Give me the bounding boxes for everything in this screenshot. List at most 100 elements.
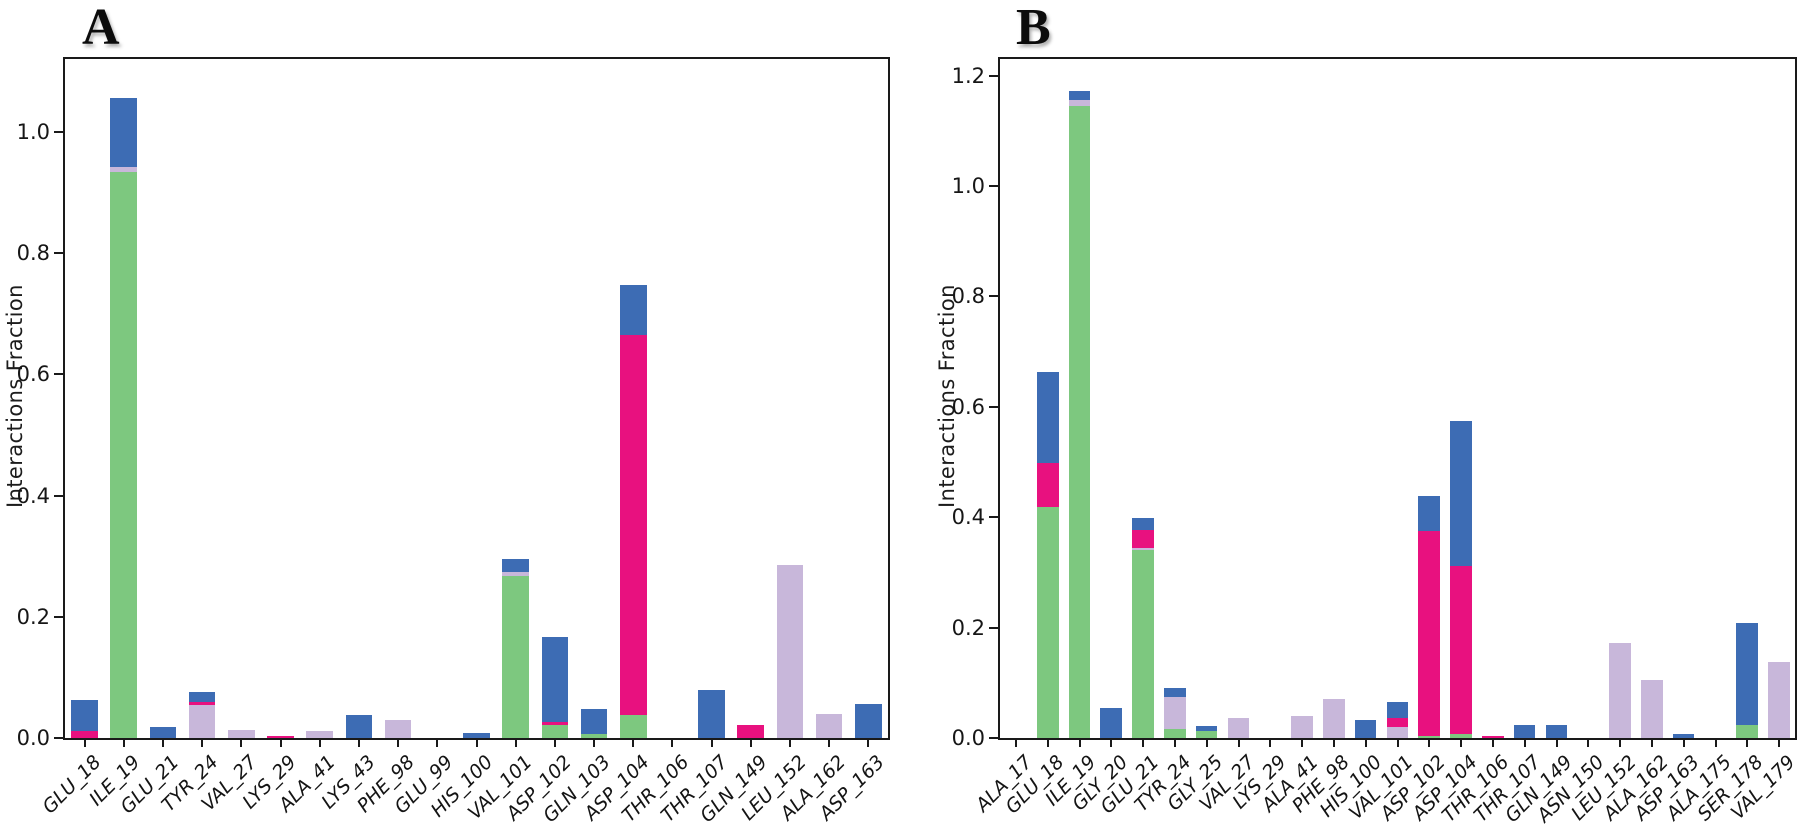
x-tick-GLY_20 bbox=[1110, 738, 1113, 747]
panel-a-y-axis-label: Interactions Fraction bbox=[3, 284, 27, 509]
x-tick-GLU_18 bbox=[83, 738, 86, 747]
x-label-text-THR_106: THR_106 bbox=[617, 751, 693, 827]
bar-slot-LYS_29 bbox=[261, 59, 300, 738]
panel-b-plot-area: 0.0 0.2 0.4 0.6 0.8 1.0 1.2 ALA_17 GLU_18 ILE_19… bbox=[952, 57, 1800, 827]
x-tick-ALA_162 bbox=[828, 738, 831, 747]
bar-ALA_162 bbox=[1641, 680, 1663, 738]
segment-blue-GLN_149 bbox=[1545, 725, 1568, 738]
segment-blue-ILE_19 bbox=[1068, 91, 1091, 101]
segment-magenta-GLU_18 bbox=[1036, 462, 1059, 507]
segment-green-GLN_103 bbox=[580, 734, 608, 738]
x-label-text-LYS_43: LYS_43 bbox=[317, 751, 380, 814]
segment-magenta-LYS_29 bbox=[267, 735, 294, 738]
bar-ALA_41 bbox=[1291, 715, 1313, 738]
bar-slot-ALA_162 bbox=[810, 59, 849, 738]
bar-slot-ASP_102 bbox=[1413, 59, 1445, 738]
bar-HIS_100 bbox=[1354, 720, 1377, 738]
x-tick-VAL_101 bbox=[514, 738, 517, 747]
y-tick-0.0 bbox=[989, 737, 998, 739]
y-tick-0.6 bbox=[54, 373, 63, 376]
x-label-text-ALA_41: ALA_41 bbox=[1257, 751, 1323, 817]
bar-GLN_149 bbox=[737, 724, 765, 738]
segment-magenta-VAL_101 bbox=[1386, 718, 1409, 727]
x-label-text-ILE_19: ILE_19 bbox=[1040, 751, 1101, 811]
x-tick-VAL_179 bbox=[1778, 738, 1781, 747]
bar-VAL_27 bbox=[228, 729, 255, 738]
segment-magenta-ASP_102 bbox=[541, 722, 569, 725]
x-label-text-LEU_152: LEU_152 bbox=[1566, 751, 1641, 825]
x-tick-THR_106 bbox=[1491, 738, 1494, 747]
x-tick-ASP_104 bbox=[1460, 738, 1463, 747]
x-label-text-LEU_152: LEU_152 bbox=[736, 751, 811, 825]
bar-slot-ALA_41 bbox=[300, 59, 339, 738]
bar-slot-VAL_179 bbox=[1763, 59, 1795, 738]
x-label-text-GLU_99: GLU_99 bbox=[390, 751, 458, 819]
bar-LEU_152 bbox=[1609, 643, 1631, 738]
bar-THR_107 bbox=[1513, 725, 1536, 738]
y-tick-0.4 bbox=[989, 516, 998, 519]
segment-green-ASP_104 bbox=[619, 714, 647, 738]
x-label-text-ALA_162: ALA_162 bbox=[1598, 751, 1673, 825]
segment-lavender-TYR_24 bbox=[1164, 697, 1186, 729]
x-tick-GLU_21 bbox=[161, 738, 164, 747]
bar-GLY_20 bbox=[1100, 707, 1123, 738]
segment-magenta-ASP_102 bbox=[1418, 531, 1441, 736]
x-label-text-GLU_21: GLU_21 bbox=[1096, 751, 1164, 819]
segment-blue-VAL_101 bbox=[502, 558, 529, 572]
x-label-text-GLN_103: GLN_103 bbox=[538, 751, 615, 827]
bar-THR_106 bbox=[1482, 735, 1504, 738]
bar-ILE_19 bbox=[1068, 91, 1091, 738]
segment-blue-GLU_21 bbox=[149, 727, 177, 738]
segment-magenta-ASP_104 bbox=[619, 335, 647, 715]
bar-GLU_18 bbox=[71, 700, 98, 738]
x-label-text-ALA_17: ALA_17 bbox=[971, 751, 1037, 817]
x-tick-ALA_41 bbox=[318, 738, 321, 747]
x-label-text-GLN_149: GLN_149 bbox=[695, 751, 772, 827]
bar-slot-ASP_163 bbox=[849, 59, 888, 738]
x-label-text-ALA_162: ALA_162 bbox=[775, 751, 850, 825]
segment-magenta-THR_106 bbox=[1482, 735, 1504, 738]
segment-blue-HIS_100 bbox=[463, 733, 490, 738]
segment-green-ILE_19 bbox=[110, 171, 138, 738]
panel-b-title: B bbox=[1016, 0, 1051, 56]
bar-LYS_43 bbox=[345, 714, 373, 738]
x-label-text-ASP_104: ASP_104 bbox=[1407, 751, 1482, 825]
segment-lavender-VAL_27 bbox=[228, 729, 255, 738]
bar-slot-GLU_18 bbox=[1032, 59, 1064, 738]
x-tick-GLN_149 bbox=[749, 738, 752, 747]
y-tick-0.6 bbox=[989, 405, 998, 408]
bar-slot-GLN_103 bbox=[574, 59, 613, 738]
bar-GLN_149 bbox=[1545, 725, 1568, 738]
x-tick-ALA_162 bbox=[1650, 738, 1653, 747]
x-tick-TYR_24 bbox=[1173, 738, 1176, 747]
bar-THR_107 bbox=[698, 690, 725, 738]
y-tick-0.4 bbox=[54, 494, 63, 497]
bar-VAL_101 bbox=[1386, 701, 1409, 738]
segment-lavender-PHE_98 bbox=[1323, 699, 1345, 738]
segment-blue-TYR_24 bbox=[188, 691, 216, 702]
bar-GLU_21 bbox=[1132, 517, 1154, 738]
segment-blue-ASP_104 bbox=[619, 285, 647, 336]
bar-GLU_21 bbox=[149, 727, 177, 738]
panel-b-y-axis-label: Interactions Fraction bbox=[935, 284, 959, 509]
segment-magenta-GLN_149 bbox=[737, 724, 765, 738]
segment-green-GLY_25 bbox=[1195, 730, 1218, 738]
x-label-text-THR_106: THR_106 bbox=[1437, 751, 1514, 827]
x-label-text-ASP_102: ASP_102 bbox=[1376, 751, 1450, 825]
y-tick-0.8 bbox=[54, 252, 63, 254]
bar-LEU_152 bbox=[776, 565, 804, 738]
bar-slot-THR_107 bbox=[692, 59, 731, 738]
bar-slot-ASP_104 bbox=[614, 59, 653, 738]
segment-blue-ASP_102 bbox=[541, 637, 569, 723]
x-label-text-TYR_24: TYR_24 bbox=[1130, 751, 1196, 817]
segment-lavender-VAL_179 bbox=[1768, 661, 1790, 738]
x-tick-ASP_104 bbox=[632, 738, 635, 747]
x-label-text-LYS_29: LYS_29 bbox=[1228, 751, 1291, 814]
bar-slot-LYS_43 bbox=[339, 59, 378, 738]
x-label-text-ASP_102: ASP_102 bbox=[501, 751, 576, 825]
segment-blue-VAL_101 bbox=[1386, 701, 1409, 719]
segment-green-ASP_104 bbox=[1450, 733, 1472, 738]
bar-LYS_29 bbox=[267, 735, 294, 738]
segment-green-GLU_18 bbox=[1036, 506, 1059, 738]
segment-lavender-TYR_24 bbox=[188, 704, 216, 738]
